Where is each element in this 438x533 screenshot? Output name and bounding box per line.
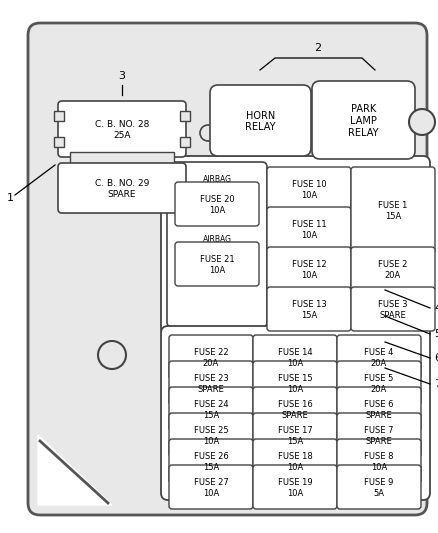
Text: FUSE 25
10A: FUSE 25 10A xyxy=(194,426,228,446)
Text: FUSE 3
SPARE: FUSE 3 SPARE xyxy=(378,300,408,320)
FancyBboxPatch shape xyxy=(28,23,427,515)
Text: FUSE 27
10A: FUSE 27 10A xyxy=(194,478,228,498)
Text: FUSE 11
10A: FUSE 11 10A xyxy=(292,220,326,240)
FancyBboxPatch shape xyxy=(253,387,337,431)
FancyBboxPatch shape xyxy=(175,242,259,286)
FancyBboxPatch shape xyxy=(337,465,421,509)
Text: FUSE 16
SPARE: FUSE 16 SPARE xyxy=(278,400,312,419)
Text: FUSE 15
10A: FUSE 15 10A xyxy=(278,374,312,394)
FancyBboxPatch shape xyxy=(267,287,351,331)
FancyBboxPatch shape xyxy=(253,335,337,379)
FancyBboxPatch shape xyxy=(58,101,186,157)
Text: FUSE 23
SPARE: FUSE 23 SPARE xyxy=(194,374,228,394)
Text: 3: 3 xyxy=(119,71,126,81)
Text: FUSE 9
5A: FUSE 9 5A xyxy=(364,478,394,498)
Text: FUSE 4
20A: FUSE 4 20A xyxy=(364,348,394,368)
FancyBboxPatch shape xyxy=(169,413,253,457)
Text: 1: 1 xyxy=(7,193,14,203)
Text: FUSE 1
15A: FUSE 1 15A xyxy=(378,201,408,221)
FancyBboxPatch shape xyxy=(161,156,430,335)
FancyBboxPatch shape xyxy=(267,247,351,291)
Bar xyxy=(180,111,190,121)
Polygon shape xyxy=(40,438,110,503)
FancyBboxPatch shape xyxy=(337,387,421,431)
Bar xyxy=(70,152,174,164)
Text: FUSE 22
20A: FUSE 22 20A xyxy=(194,348,228,368)
FancyBboxPatch shape xyxy=(167,162,267,327)
Text: FUSE 17
15A: FUSE 17 15A xyxy=(278,426,312,446)
FancyBboxPatch shape xyxy=(169,335,253,379)
Circle shape xyxy=(98,341,126,369)
FancyBboxPatch shape xyxy=(58,163,186,213)
Text: 2: 2 xyxy=(314,43,321,53)
Text: AIRBAG: AIRBAG xyxy=(202,174,232,183)
Text: C. B. NO. 29
SPARE: C. B. NO. 29 SPARE xyxy=(95,179,149,199)
Text: FUSE 8
10A: FUSE 8 10A xyxy=(364,453,394,472)
Text: 6: 6 xyxy=(434,353,438,363)
FancyBboxPatch shape xyxy=(351,167,435,253)
Text: 7: 7 xyxy=(434,379,438,389)
Circle shape xyxy=(409,109,435,135)
Text: 4: 4 xyxy=(434,303,438,313)
FancyBboxPatch shape xyxy=(337,335,421,379)
FancyBboxPatch shape xyxy=(312,81,415,159)
Bar xyxy=(54,111,64,121)
FancyBboxPatch shape xyxy=(210,85,311,156)
FancyBboxPatch shape xyxy=(169,439,253,483)
Bar xyxy=(54,137,64,147)
Text: FUSE 2
20A: FUSE 2 20A xyxy=(378,260,408,280)
Text: FUSE 14
10A: FUSE 14 10A xyxy=(278,348,312,368)
Bar xyxy=(180,137,190,147)
Circle shape xyxy=(200,125,216,141)
Text: FUSE 18
10A: FUSE 18 10A xyxy=(278,453,312,472)
FancyBboxPatch shape xyxy=(175,182,259,226)
Polygon shape xyxy=(38,435,112,505)
Text: C. B. NO. 28
25A: C. B. NO. 28 25A xyxy=(95,120,149,140)
FancyBboxPatch shape xyxy=(267,167,351,211)
Text: FUSE 7
SPARE: FUSE 7 SPARE xyxy=(364,426,394,446)
Text: FUSE 24
15A: FUSE 24 15A xyxy=(194,400,228,419)
FancyBboxPatch shape xyxy=(161,326,430,500)
FancyBboxPatch shape xyxy=(267,207,351,251)
FancyBboxPatch shape xyxy=(351,287,435,331)
FancyBboxPatch shape xyxy=(253,465,337,509)
Text: 5: 5 xyxy=(434,329,438,339)
FancyBboxPatch shape xyxy=(253,439,337,483)
FancyBboxPatch shape xyxy=(337,361,421,405)
Text: FUSE 13
15A: FUSE 13 15A xyxy=(292,300,326,320)
Text: HORN
RELAY: HORN RELAY xyxy=(245,111,276,132)
Text: FUSE 19
10A: FUSE 19 10A xyxy=(278,478,312,498)
FancyBboxPatch shape xyxy=(337,413,421,457)
Text: FUSE 12
10A: FUSE 12 10A xyxy=(292,260,326,280)
FancyBboxPatch shape xyxy=(169,361,253,405)
Text: FUSE 21
10A: FUSE 21 10A xyxy=(200,255,234,274)
FancyBboxPatch shape xyxy=(169,465,253,509)
Text: FUSE 10
10A: FUSE 10 10A xyxy=(292,180,326,200)
FancyBboxPatch shape xyxy=(253,413,337,457)
FancyBboxPatch shape xyxy=(337,439,421,483)
Text: FUSE 26
15A: FUSE 26 15A xyxy=(194,453,228,472)
Text: PARK
LAMP
RELAY: PARK LAMP RELAY xyxy=(348,104,379,138)
Text: FUSE 20
10A: FUSE 20 10A xyxy=(200,195,234,215)
FancyBboxPatch shape xyxy=(253,361,337,405)
FancyBboxPatch shape xyxy=(169,387,253,431)
Text: FUSE 6
SPARE: FUSE 6 SPARE xyxy=(364,400,394,419)
FancyBboxPatch shape xyxy=(351,247,435,291)
Text: FUSE 5
20A: FUSE 5 20A xyxy=(364,374,394,394)
Text: AIRBAG: AIRBAG xyxy=(202,235,232,244)
